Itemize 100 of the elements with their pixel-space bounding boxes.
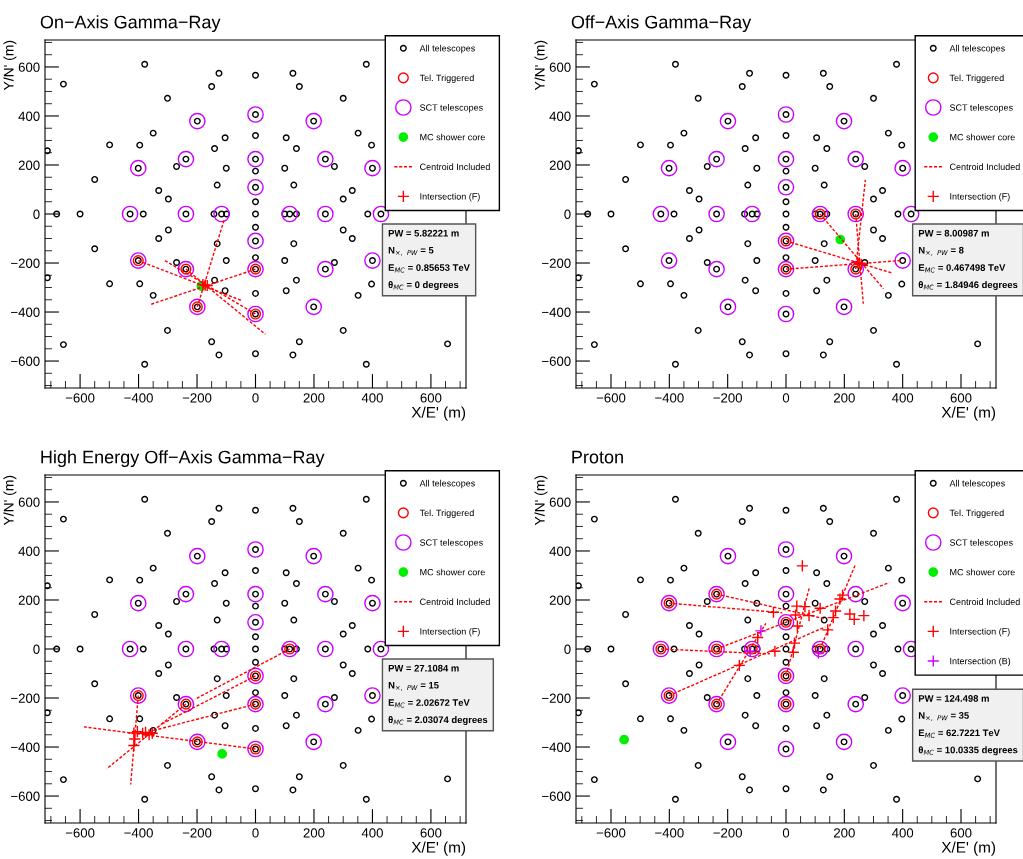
- annotation: θ$_{MC}$ = 1.84946 degrees: [918, 281, 1018, 290]
- x-tick-label: 0: [252, 393, 259, 403]
- x-tick-label: 0: [782, 828, 790, 838]
- y-tick-label: 400: [18, 546, 40, 556]
- legend-label: Centroid Included: [949, 598, 1020, 605]
- x-tick-label: −400: [655, 828, 684, 838]
- x-tick-label: 0: [252, 828, 259, 838]
- legend-label: SCT telescopes: [949, 104, 1013, 113]
- x-tick-label: −200: [182, 828, 212, 838]
- legend-label: SCT telescopes: [420, 104, 483, 113]
- y-tick-label: −600: [542, 356, 571, 366]
- legend-label: Intersection (F): [420, 628, 480, 637]
- annotation: θ$_{MC}$ = 2.03074 degrees: [388, 716, 488, 725]
- x-tick-label: 200: [303, 393, 325, 403]
- y-tick-label: 400: [18, 111, 40, 121]
- x-tick-label: 600: [950, 828, 972, 838]
- legend-label: Intersection (F): [420, 193, 480, 202]
- chart-title: Off−Axis Gamma−Ray: [571, 15, 752, 32]
- x-tick-label: 400: [361, 828, 383, 838]
- legend-label: MC shower core: [420, 568, 485, 576]
- y-tick-label: −200: [11, 693, 40, 703]
- legend-label: MC shower core: [950, 133, 1015, 141]
- annotation: E$_{MC}$ = 62.7221 TeV: [918, 729, 1000, 738]
- legend-label: Tel. Triggered: [949, 74, 1004, 83]
- annotation: N$_{×, PW}$ = 5: [388, 246, 434, 256]
- x-tick-label: 400: [891, 393, 914, 403]
- y-tick-label: −600: [11, 356, 40, 366]
- y-tick-label: −400: [542, 307, 571, 317]
- legend-label: All telescopes: [949, 479, 1005, 489]
- x-tick-label: −200: [713, 828, 743, 838]
- annotation: PW = 5.82221 m: [388, 229, 459, 237]
- x-tick-label: −400: [655, 393, 684, 403]
- annotation: N$_{×, PW}$ = 8: [918, 246, 964, 256]
- legend-label: All telescopes: [419, 44, 475, 54]
- y-tick-label: 400: [549, 546, 571, 556]
- x-tick-label: −200: [182, 393, 212, 403]
- annotation: PW = 8.00987 m: [918, 229, 989, 237]
- legend-label: Centroid Included: [420, 163, 490, 170]
- legend-label: Intersection (F): [950, 628, 1010, 637]
- chart-title: Proton: [572, 450, 623, 464]
- y-axis-title: Y/N' (m): [534, 40, 548, 91]
- y-axis-title: Y/N' (m): [534, 475, 548, 526]
- legend-label: SCT telescopes: [949, 539, 1013, 548]
- legend-label: Tel. Triggered: [949, 509, 1004, 518]
- x-tick-label: 600: [950, 393, 972, 403]
- legend-label: Tel. Triggered: [419, 509, 474, 518]
- y-tick-label: −400: [11, 742, 40, 752]
- x-tick-label: 200: [833, 828, 855, 838]
- legend-label: Centroid Included: [420, 598, 490, 605]
- x-axis-title: X/E' (m): [941, 841, 996, 856]
- x-tick-label: −600: [65, 393, 95, 403]
- x-tick-label: −600: [596, 828, 626, 838]
- x-axis-title: X/E' (m): [411, 406, 466, 421]
- y-axis-title: Y/N' (m): [3, 40, 17, 91]
- y-tick-label: 400: [549, 111, 571, 121]
- x-tick-label: −200: [713, 393, 743, 403]
- annotation: N$_{×, PW}$ = 35: [918, 712, 969, 721]
- x-tick-label: 0: [782, 393, 790, 403]
- legend-label: All telescopes: [949, 44, 1005, 54]
- legend-label: SCT telescopes: [420, 539, 483, 548]
- y-tick-label: −200: [11, 258, 40, 268]
- annotation: E$_{MC}$ = 0.85653 TeV: [388, 264, 470, 273]
- y-tick-label: 200: [549, 595, 571, 605]
- legend-label: Intersection (B): [950, 657, 1011, 667]
- x-tick-label: −600: [596, 393, 626, 403]
- y-tick-label: 200: [18, 160, 40, 170]
- x-tick-label: 200: [303, 828, 325, 838]
- y-tick-label: −200: [542, 258, 571, 268]
- y-tick-label: 0: [33, 644, 40, 654]
- y-tick-label: −200: [542, 693, 571, 703]
- x-axis-title: X/E' (m): [941, 406, 996, 421]
- y-tick-label: 600: [18, 497, 40, 507]
- y-tick-label: 600: [18, 62, 40, 72]
- legend-label: MC shower core: [420, 133, 485, 141]
- annotation: PW = 27.1084 m: [388, 664, 459, 672]
- x-tick-label: −400: [124, 393, 153, 403]
- x-tick-label: 400: [361, 393, 383, 403]
- x-tick-label: 600: [420, 393, 442, 403]
- y-tick-label: −400: [542, 742, 571, 752]
- legend-label: Intersection (F): [950, 193, 1010, 202]
- y-axis-title: Y/N' (m): [3, 475, 17, 526]
- y-tick-label: 600: [549, 62, 571, 72]
- chart-title: High Energy Off−Axis Gamma−Ray: [41, 450, 325, 467]
- annotation: PW = 124.498 m: [918, 695, 989, 702]
- y-tick-label: 600: [549, 497, 571, 507]
- annotation: θ$_{MC}$ = 10.0335 degrees: [918, 746, 1018, 756]
- y-tick-label: 0: [564, 644, 571, 654]
- legend-label: Tel. Triggered: [419, 74, 474, 83]
- y-tick-label: −400: [11, 307, 40, 317]
- x-tick-label: −600: [65, 828, 95, 838]
- annotation: E$_{MC}$ = 0.467498 TeV: [918, 264, 1006, 273]
- x-tick-label: 200: [833, 393, 855, 403]
- legend-label: All telescopes: [419, 479, 475, 489]
- y-tick-label: −600: [11, 791, 40, 801]
- x-tick-label: 400: [891, 828, 914, 838]
- annotation: N$_{×, PW}$ = 15: [388, 681, 439, 691]
- x-tick-label: −400: [124, 828, 153, 838]
- annotation: E$_{MC}$ = 2.02672 TeV: [388, 699, 470, 708]
- y-tick-label: 0: [33, 209, 40, 219]
- y-tick-label: −600: [542, 791, 571, 801]
